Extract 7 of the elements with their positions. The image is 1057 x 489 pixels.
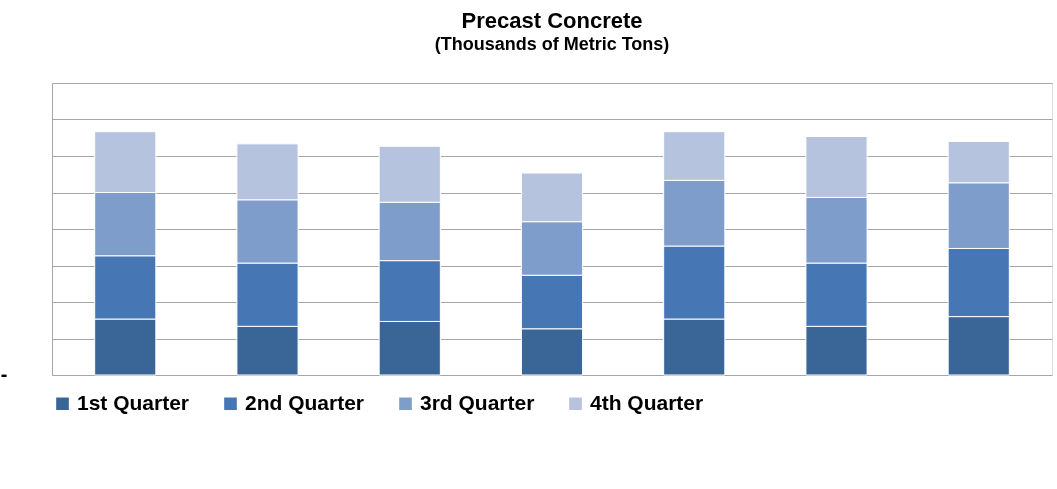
legend-label: 3rd Quarter <box>420 390 535 414</box>
text: - <box>0 363 8 385</box>
legend-label: 1st Quarter <box>77 390 190 414</box>
legend-label: 4th Quarter <box>590 390 704 414</box>
chart-title: Precast Concrete <box>461 8 643 33</box>
chart-subtitle: (Thousands of Metric Tons) <box>434 34 670 54</box>
legend-label: 2nd Quarter <box>245 390 365 414</box>
